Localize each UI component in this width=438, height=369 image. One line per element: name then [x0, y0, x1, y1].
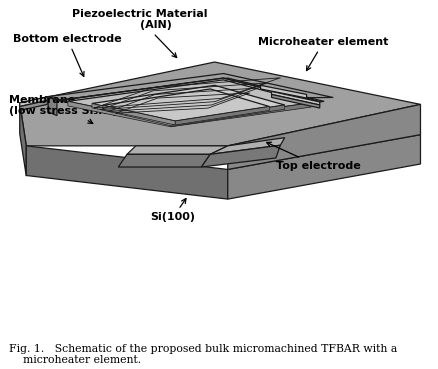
Text: Piezoelectric Material
        (AlN): Piezoelectric Material (AlN): [72, 8, 208, 58]
Polygon shape: [92, 103, 173, 126]
Polygon shape: [261, 85, 307, 98]
Polygon shape: [175, 107, 269, 125]
Text: Top electrode: Top electrode: [267, 142, 360, 171]
Text: Fig. 1.   Schematic of the proposed bulk micromachined TFBAR with a
    microhea: Fig. 1. Schematic of the proposed bulk m…: [9, 344, 397, 365]
Polygon shape: [20, 62, 420, 146]
Polygon shape: [103, 89, 269, 121]
Polygon shape: [103, 105, 175, 125]
Polygon shape: [46, 97, 169, 124]
Text: Microheater element: Microheater element: [258, 37, 389, 70]
Polygon shape: [68, 101, 171, 127]
Polygon shape: [127, 146, 228, 154]
Polygon shape: [48, 97, 57, 115]
Polygon shape: [57, 78, 324, 123]
Polygon shape: [20, 103, 26, 176]
Text: Membrane
(low stress Si₃N₄): Membrane (low stress Si₃N₄): [9, 95, 117, 124]
Polygon shape: [201, 145, 280, 167]
Polygon shape: [228, 135, 420, 199]
Polygon shape: [92, 85, 285, 122]
Polygon shape: [210, 138, 285, 154]
Polygon shape: [272, 94, 320, 108]
Polygon shape: [68, 80, 311, 123]
Polygon shape: [228, 104, 420, 169]
Polygon shape: [173, 105, 285, 126]
Text: Bottom electrode: Bottom electrode: [13, 34, 122, 76]
Polygon shape: [59, 78, 320, 124]
Polygon shape: [20, 100, 47, 110]
Polygon shape: [118, 154, 210, 167]
Polygon shape: [20, 97, 47, 107]
Polygon shape: [171, 103, 311, 127]
Text: Si(100): Si(100): [151, 199, 195, 223]
Polygon shape: [272, 92, 320, 105]
Polygon shape: [155, 98, 320, 124]
Polygon shape: [26, 146, 228, 199]
